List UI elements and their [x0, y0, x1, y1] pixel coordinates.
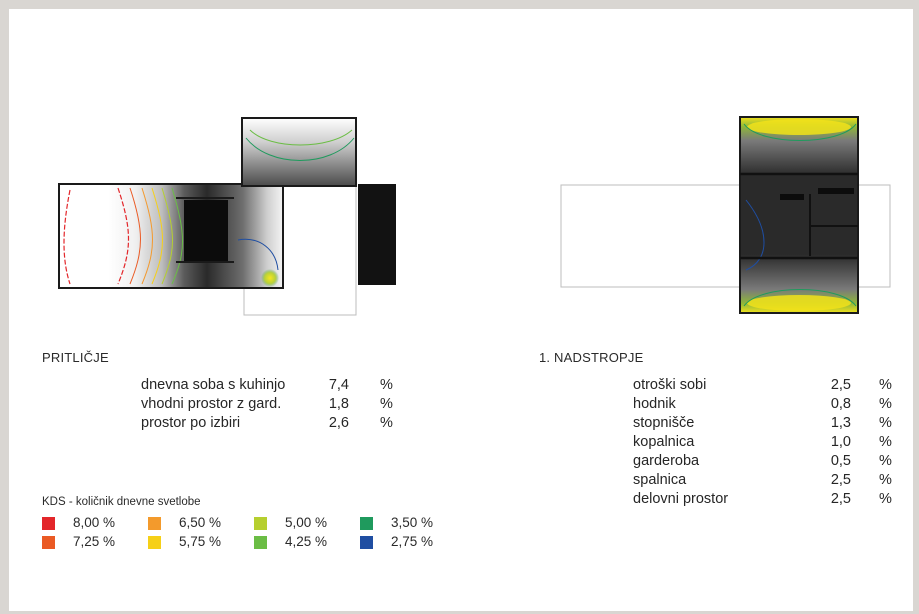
- legend-swatch: [360, 536, 373, 549]
- legend-label: 6,50 %: [179, 515, 222, 530]
- optional-room-zone: [358, 184, 396, 285]
- unit-label: %: [879, 415, 892, 431]
- table-row: hodnik 0,8%: [633, 395, 895, 414]
- legend-title: KDS - količnik dnevne svetlobe: [42, 496, 201, 508]
- legend-swatch: [42, 517, 55, 530]
- room-label: dnevna soba s kuhinjo: [141, 377, 286, 393]
- kds-value: 2,6: [328, 415, 349, 431]
- unit-label: %: [380, 377, 393, 393]
- room-label: delovni prostor: [633, 491, 729, 507]
- unit-label: %: [380, 396, 393, 412]
- kds-value: 0,8: [830, 396, 851, 412]
- legend-label: 5,75 %: [179, 534, 222, 549]
- first-floor-title: 1. NADSTROPJE: [539, 350, 644, 365]
- kds-value: 7,4: [328, 377, 349, 393]
- legend-label: 7,25 %: [73, 534, 116, 549]
- kds-value: 2,5: [830, 377, 851, 393]
- table-row: spalnica 2,5%: [633, 471, 895, 490]
- legend-label: 5,00 %: [285, 515, 328, 530]
- table-row: prostor po izbiri 2,6%: [141, 414, 401, 433]
- table-row: delovni prostor 2,5%: [633, 490, 895, 509]
- table-row: stopnišče 1,3%: [633, 414, 895, 433]
- ground-floor-title: PRITLIČJE: [42, 350, 109, 365]
- unit-label: %: [380, 415, 393, 431]
- unit-label: %: [879, 491, 892, 507]
- table-row: garderoba 0,5%: [633, 452, 895, 471]
- table-row: dnevna soba s kuhinjo 7,4%: [141, 376, 401, 395]
- room-label: stopnišče: [633, 415, 695, 431]
- ground-floor-plan: [58, 117, 396, 316]
- unit-label: %: [879, 453, 892, 469]
- table-row: kopalnica 1,0%: [633, 433, 895, 452]
- legend-swatch: [254, 536, 267, 549]
- kds-value: 2,5: [830, 491, 851, 507]
- upper-floor-zone: [739, 116, 859, 314]
- stair-core: [184, 200, 228, 262]
- ground-floor-table: dnevna soba s kuhinjo 7,4% vhodni prostor …: [141, 376, 401, 433]
- table-row: otroški sobi 2,5%: [633, 376, 895, 395]
- unit-label: %: [879, 377, 892, 393]
- first-floor-table: otroški sobi 2,5% hodnik 0,8% stopnišče 1,3% k…: [633, 376, 895, 509]
- room-label: kopalnica: [633, 434, 695, 450]
- unit-label: %: [879, 434, 892, 450]
- kds-value: 0,5: [830, 453, 851, 469]
- legend-label: 4,25 %: [285, 534, 328, 549]
- table-row: vhodni prostor z gard. 1,8%: [141, 395, 401, 414]
- room-label: prostor po izbiri: [141, 415, 241, 431]
- entrance-zone: [241, 117, 357, 187]
- first-floor-plan: [560, 116, 891, 314]
- plan-outline: [560, 184, 891, 288]
- unit-label: %: [879, 396, 892, 412]
- kds-value: 2,5: [830, 472, 851, 488]
- room-label: vhodni prostor z gard.: [141, 396, 282, 412]
- room-label: hodnik: [633, 396, 676, 412]
- legend-swatch: [360, 517, 373, 530]
- living-room-zone: [58, 183, 284, 289]
- legend-label: 3,50 %: [391, 515, 434, 530]
- room-label: garderoba: [633, 453, 700, 469]
- legend-swatch: [148, 517, 161, 530]
- floor-plans: [58, 116, 891, 316]
- room-label: otroški sobi: [633, 377, 707, 393]
- unit-label: %: [879, 472, 892, 488]
- kds-value: 1,0: [830, 434, 851, 450]
- legend-swatch: [254, 517, 267, 530]
- legend-swatch: [148, 536, 161, 549]
- room-label: spalnica: [633, 472, 687, 488]
- legend-swatch: [42, 536, 55, 549]
- legend-label: 2,75 %: [391, 534, 434, 549]
- legend: 8,00 % 7,25 % 6,50 % 5,75 % 5,00 % 4,25 % 3,50…: [42, 515, 442, 555]
- legend-label: 8,00 %: [73, 515, 116, 530]
- kds-value: 1,3: [830, 415, 851, 431]
- kds-value: 1,8: [328, 396, 349, 412]
